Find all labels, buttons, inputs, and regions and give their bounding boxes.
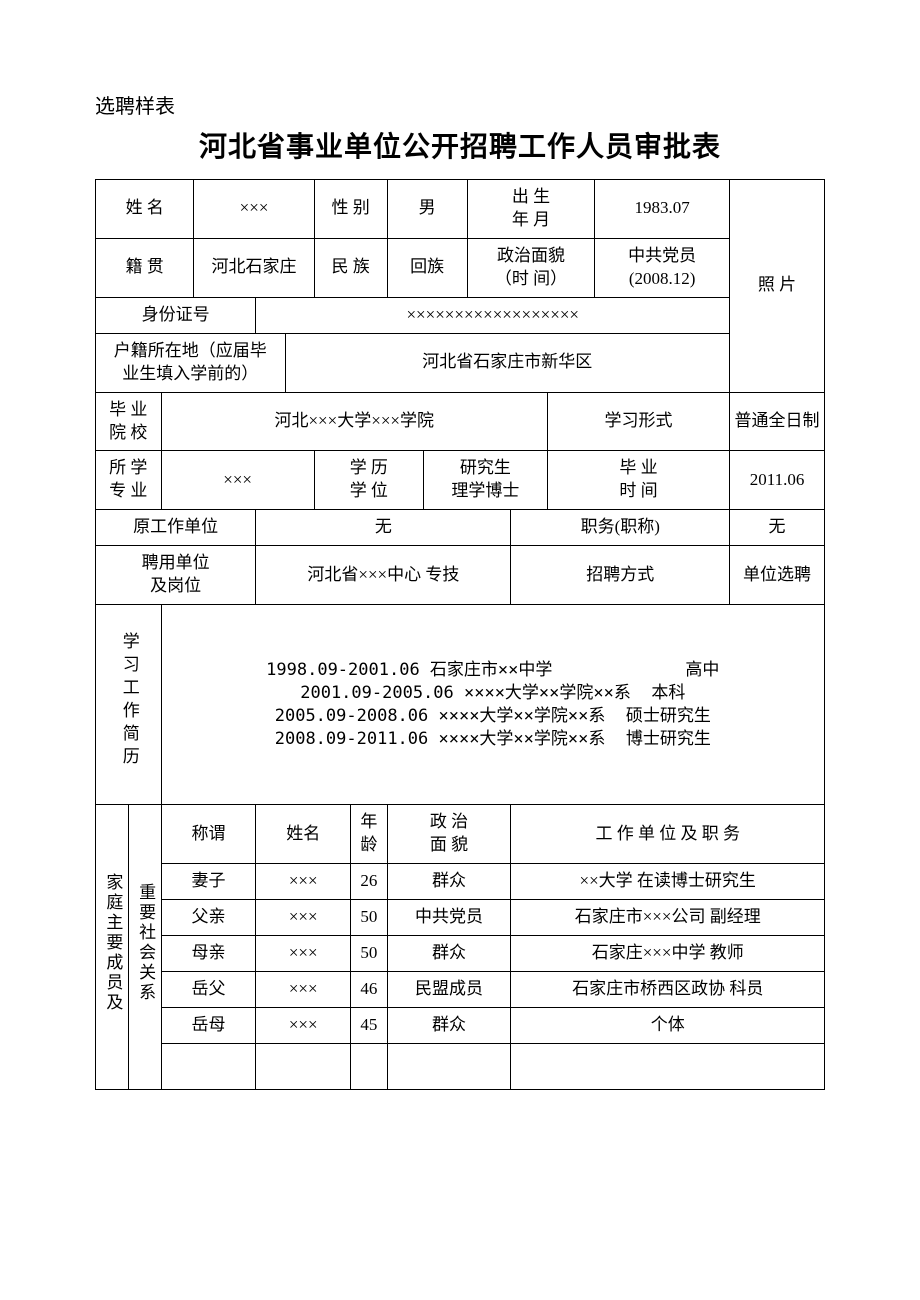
label-hukou: 户籍所在地（应届毕 业生填入学前的） (96, 333, 286, 392)
family-rel: 岳父 (161, 971, 256, 1007)
family-rel: 母亲 (161, 935, 256, 971)
label-relation: 称谓 (161, 805, 256, 864)
label-name: 姓 名 (96, 180, 194, 239)
family-row: 母亲 ××× 50 群众 石家庄×××中学 教师 (96, 935, 825, 971)
value-id: ×××××××××××××××××× (256, 297, 730, 333)
family-unit: ××大学 在读博士研究生 (511, 864, 825, 900)
family-unit: 石家庄市桥西区政协 科员 (511, 971, 825, 1007)
family-pol: 群众 (387, 935, 511, 971)
label-jobtitle: 职务(职称) (511, 510, 730, 546)
label-fname: 姓名 (256, 805, 351, 864)
label-origin: 籍 贯 (96, 238, 194, 297)
family-row: 岳父 ××× 46 民盟成员 石家庄市桥西区政协 科员 (96, 971, 825, 1007)
family-age: 46 (351, 971, 387, 1007)
family-name: ××× (256, 935, 351, 971)
family-row: 岳母 ××× 45 群众 个体 (96, 1007, 825, 1043)
label-studyform: 学习形式 (547, 392, 729, 451)
label-degree: 学 历 学 位 (314, 451, 423, 510)
family-row-empty (96, 1043, 825, 1089)
value-birth: 1983.07 (595, 180, 730, 239)
value-prevunit: 无 (256, 510, 511, 546)
family-name: ××× (256, 971, 351, 1007)
label-id: 身份证号 (96, 297, 256, 333)
family-name: ××× (256, 899, 351, 935)
label-political: 政治面貌 （时 间） (467, 238, 595, 297)
value-degree: 研究生 理学博士 (423, 451, 547, 510)
value-jobtitle: 无 (730, 510, 825, 546)
family-row: 父亲 ××× 50 中共党员 石家庄市×××公司 副经理 (96, 899, 825, 935)
label-birth: 出 生 年 月 (467, 180, 595, 239)
family-pol: 中共党员 (387, 899, 511, 935)
label-family: 家庭主要成员及 (96, 805, 129, 1090)
label-history: 学习工作简历 (96, 605, 162, 805)
value-origin: 河北石家庄 (194, 238, 314, 297)
label-school: 毕 业 院 校 (96, 392, 162, 451)
value-ethnic: 回族 (387, 238, 467, 297)
family-pol: 民盟成员 (387, 971, 511, 1007)
family-pol: 群众 (387, 864, 511, 900)
label-major: 所 学 专 业 (96, 451, 162, 510)
value-gradtime: 2011.06 (730, 451, 825, 510)
label-gradtime: 毕 业 时 间 (547, 451, 729, 510)
value-school: 河北×××大学×××学院 (161, 392, 547, 451)
value-name: ××× (194, 180, 314, 239)
family-age: 26 (351, 864, 387, 900)
form-title: 河北省事业单位公开招聘工作人员审批表 (95, 125, 825, 165)
family-row: 妻子 ××× 26 群众 ××大学 在读博士研究生 (96, 864, 825, 900)
value-history: 1998.09-2001.06 石家庄市××中学 高中 2001.09-2005… (161, 605, 824, 805)
value-employunit: 河北省×××中心 专技 (256, 546, 511, 605)
photo-placeholder: 照 片 (730, 180, 825, 393)
value-hukou: 河北省石家庄市新华区 (285, 333, 730, 392)
family-age: 45 (351, 1007, 387, 1043)
value-political: 中共党员 (2008.12) (595, 238, 730, 297)
family-pol: 群众 (387, 1007, 511, 1043)
family-age: 50 (351, 899, 387, 935)
value-studyform: 普通全日制 (730, 392, 825, 451)
value-recruitmethod: 单位选聘 (730, 546, 825, 605)
family-age: 50 (351, 935, 387, 971)
label-employunit: 聘用单位 及岗位 (96, 546, 256, 605)
family-name: ××× (256, 1007, 351, 1043)
family-rel: 妻子 (161, 864, 256, 900)
label-ethnic: 民 族 (314, 238, 387, 297)
family-unit: 个体 (511, 1007, 825, 1043)
value-major: ××× (161, 451, 314, 510)
label-social: 重要社会关系 (128, 805, 161, 1090)
family-unit: 石家庄×××中学 教师 (511, 935, 825, 971)
label-fpolitical: 政 治 面 貌 (387, 805, 511, 864)
label-prevunit: 原工作单位 (96, 510, 256, 546)
approval-form-table: 姓 名 ××× 性 别 男 出 生 年 月 1983.07 照 片 籍 贯 河北… (95, 179, 825, 1090)
label-age: 年 龄 (351, 805, 387, 864)
family-rel: 岳母 (161, 1007, 256, 1043)
form-subtitle: 选聘样表 (95, 90, 825, 119)
label-recruitmethod: 招聘方式 (511, 546, 730, 605)
family-unit: 石家庄市×××公司 副经理 (511, 899, 825, 935)
label-gender: 性 别 (314, 180, 387, 239)
value-gender: 男 (387, 180, 467, 239)
family-rel: 父亲 (161, 899, 256, 935)
label-funit: 工 作 单 位 及 职 务 (511, 805, 825, 864)
family-name: ××× (256, 864, 351, 900)
